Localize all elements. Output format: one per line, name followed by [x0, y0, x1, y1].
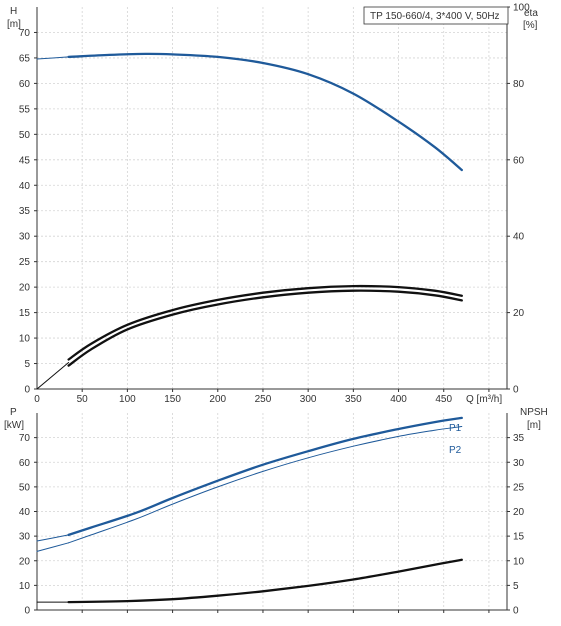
top-left-tick-label: 45 — [19, 155, 31, 166]
bottom-left-tick-label: 60 — [19, 458, 31, 469]
top-x-tick-label: 100 — [119, 394, 136, 405]
top-left-tick-label: 50 — [19, 130, 31, 141]
bottom-right-tick-label: 15 — [513, 532, 525, 543]
top-right-tick-label: 40 — [513, 232, 525, 243]
legend-p1: P1 — [449, 423, 462, 434]
top-x-tick-label: 200 — [209, 394, 226, 405]
bottom-right-tick-label: 0 — [513, 606, 519, 617]
top-series-0 — [36, 56, 70, 60]
bottom-series-3 — [36, 542, 70, 552]
top-left-tick-label: 40 — [19, 181, 31, 192]
top-left-tick-label: 10 — [19, 334, 31, 345]
top-left-tick-label: 60 — [19, 79, 31, 90]
top-right-tick-label: 0 — [513, 385, 519, 396]
top-left-axis-unit: [m] — [7, 19, 21, 30]
bottom-right-tick-label: 25 — [513, 482, 525, 493]
bottom-series-5 — [67, 558, 463, 604]
curves — [36, 52, 463, 604]
top-right-tick-label: 20 — [513, 308, 525, 319]
bottom-right-tick-label: 10 — [513, 556, 525, 567]
top-left-tick-label: 35 — [19, 206, 31, 217]
top-series-1 — [67, 52, 463, 172]
top-series-3 — [67, 284, 463, 361]
tick-labels: 0510152025303540455055606570020406080100… — [19, 3, 530, 617]
top-right-tick-label: 60 — [513, 155, 525, 166]
top-left-tick-label: 55 — [19, 104, 31, 115]
grid-lines — [37, 7, 507, 610]
bottom-left-tick-label: 20 — [19, 556, 31, 567]
top-left-tick-label: 70 — [19, 28, 31, 39]
chart-title: TP 150-660/4, 3*400 V, 50Hz — [370, 11, 500, 22]
top-series-4 — [67, 289, 463, 367]
top-left-axis-label-h: H — [10, 6, 17, 17]
bottom-left-tick-label: 50 — [19, 482, 31, 493]
bottom-series-2 — [36, 534, 70, 542]
bottom-left-axis-unit: [kW] — [4, 420, 24, 431]
top-x-tick-label: 300 — [300, 394, 317, 405]
top-right-axis-unit: [%] — [523, 20, 538, 31]
bottom-right-tick-label: 20 — [513, 507, 525, 518]
x-axis-label: Q [m³/h] — [466, 394, 502, 405]
top-right-axis-label-eta: eta — [524, 8, 538, 19]
bottom-left-tick-label: 30 — [19, 532, 31, 543]
top-x-tick-label: 400 — [390, 394, 407, 405]
bottom-series-0-p1 — [67, 416, 463, 537]
top-left-tick-label: 65 — [19, 53, 31, 64]
top-left-tick-label: 5 — [24, 359, 30, 370]
bottom-left-tick-label: 70 — [19, 433, 31, 444]
bottom-left-axis-label-p: P — [10, 407, 17, 418]
top-right-tick-label: 80 — [513, 79, 525, 90]
top-left-tick-label: 30 — [19, 232, 31, 243]
top-x-tick-label: 250 — [255, 394, 272, 405]
top-x-tick-label: 150 — [164, 394, 181, 405]
top-x-tick-label: 450 — [435, 394, 452, 405]
axes — [34, 6, 510, 613]
top-series-2 — [36, 362, 70, 390]
title-box: TP 150-660/4, 3*400 V, 50Hz — [363, 6, 509, 25]
legend-p2: P2 — [449, 445, 462, 456]
top-left-tick-label: 15 — [19, 308, 31, 319]
top-x-tick-label: 50 — [77, 394, 89, 405]
bottom-right-axis-unit: [m] — [527, 420, 541, 431]
top-x-tick-label: 350 — [345, 394, 362, 405]
bottom-right-tick-label: 30 — [513, 458, 525, 469]
bottom-left-tick-label: 0 — [24, 606, 30, 617]
top-left-tick-label: 20 — [19, 283, 31, 294]
top-x-tick-label: 0 — [34, 394, 40, 405]
bottom-right-axis-label-npsh: NPSH — [520, 407, 548, 418]
bottom-left-tick-label: 40 — [19, 507, 31, 518]
bottom-right-tick-label: 35 — [513, 433, 525, 444]
bottom-series-1-p2 — [68, 426, 463, 544]
top-left-tick-label: 25 — [19, 257, 31, 268]
bottom-left-tick-label: 10 — [19, 581, 31, 592]
top-right-tick-label: 100 — [513, 3, 530, 14]
bottom-right-tick-label: 5 — [513, 581, 519, 592]
top-left-tick-label: 0 — [24, 385, 30, 396]
